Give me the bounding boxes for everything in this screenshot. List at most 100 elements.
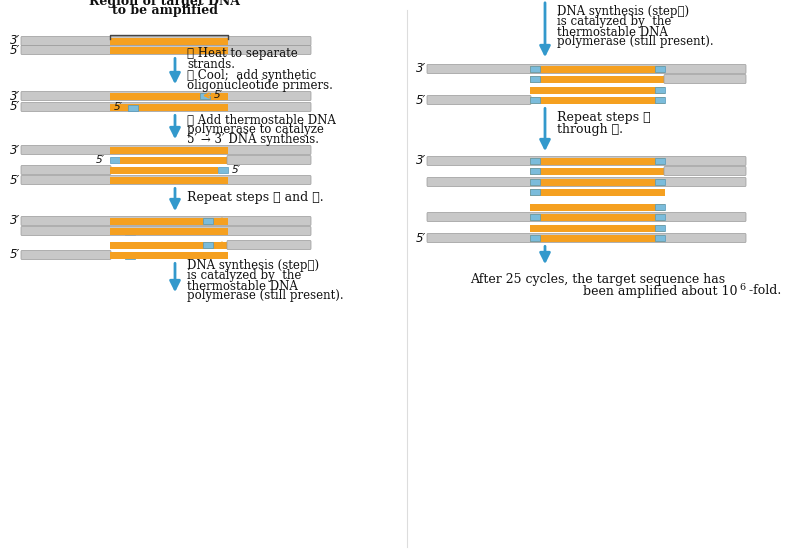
Bar — [218, 167, 228, 173]
FancyBboxPatch shape — [427, 213, 746, 222]
Text: 5′: 5′ — [10, 248, 20, 261]
Bar — [110, 104, 228, 110]
Bar — [530, 66, 540, 72]
Text: thermostable DNA: thermostable DNA — [557, 26, 668, 38]
Bar — [530, 214, 540, 220]
Text: 5′: 5′ — [10, 43, 20, 56]
Text: to be amplified: to be amplified — [112, 4, 218, 17]
Bar — [655, 179, 665, 185]
Bar — [655, 214, 665, 220]
Bar — [530, 86, 665, 94]
Text: 5′: 5′ — [416, 232, 426, 245]
Bar — [530, 76, 540, 82]
Bar — [655, 235, 665, 241]
FancyBboxPatch shape — [21, 217, 311, 226]
Bar — [655, 97, 665, 103]
Text: is catalyzed by  the: is catalyzed by the — [557, 16, 671, 28]
Text: polymerase (still present).: polymerase (still present). — [557, 36, 713, 48]
FancyBboxPatch shape — [227, 241, 311, 250]
Text: strands.: strands. — [187, 57, 235, 71]
Bar — [110, 227, 228, 234]
Text: After 25 cycles, the target sequence has: After 25 cycles, the target sequence has — [470, 272, 725, 286]
Bar — [530, 188, 665, 196]
Text: 3′: 3′ — [10, 144, 20, 157]
Bar — [120, 157, 228, 164]
Bar — [530, 235, 540, 241]
Text: through ③.: through ③. — [557, 123, 623, 135]
Text: is catalyzed by  the: is catalyzed by the — [187, 270, 301, 282]
Bar — [655, 158, 665, 164]
FancyBboxPatch shape — [427, 65, 746, 74]
Bar — [530, 168, 665, 174]
Bar — [530, 66, 665, 72]
Bar — [530, 158, 665, 164]
Bar — [110, 37, 228, 45]
Text: Region of target DNA: Region of target DNA — [89, 0, 241, 8]
Text: DNA synthesis (step③): DNA synthesis (step③) — [187, 260, 319, 272]
Text: 5′: 5′ — [10, 173, 20, 187]
Text: thermostable DNA: thermostable DNA — [187, 280, 298, 292]
Text: 5′: 5′ — [10, 100, 20, 114]
Text: 5′ → 3′ DNA synthesis.: 5′ → 3′ DNA synthesis. — [187, 134, 319, 146]
Text: 3′: 3′ — [10, 214, 20, 227]
Text: ③ Add thermostable DNA: ③ Add thermostable DNA — [187, 114, 336, 126]
Text: 5′: 5′ — [214, 90, 223, 100]
Bar — [530, 203, 665, 211]
Bar — [655, 87, 665, 93]
Bar — [110, 46, 228, 53]
Bar — [203, 242, 213, 247]
Bar — [110, 242, 228, 248]
Bar — [110, 157, 120, 163]
Text: Repeat steps ① and ②.: Repeat steps ① and ②. — [187, 190, 324, 203]
Bar — [110, 252, 228, 258]
Bar — [655, 204, 665, 210]
Bar — [110, 92, 228, 100]
Text: 3′: 3′ — [10, 35, 20, 47]
FancyBboxPatch shape — [21, 175, 311, 184]
Bar — [530, 76, 665, 82]
Text: Repeat steps ①: Repeat steps ① — [557, 110, 650, 124]
Text: 5′: 5′ — [96, 155, 105, 165]
Bar — [110, 146, 228, 154]
Bar — [530, 168, 540, 174]
Text: 5′: 5′ — [416, 94, 426, 106]
Bar — [530, 224, 665, 232]
Text: 5′: 5′ — [114, 102, 123, 113]
FancyBboxPatch shape — [21, 91, 311, 100]
Bar — [125, 228, 135, 234]
Bar — [530, 234, 665, 242]
Bar — [530, 189, 540, 195]
Text: -fold.: -fold. — [745, 285, 781, 297]
Bar — [655, 225, 665, 231]
FancyBboxPatch shape — [21, 251, 111, 260]
Text: ② Cool;  add synthetic: ② Cool; add synthetic — [187, 70, 316, 82]
FancyBboxPatch shape — [427, 233, 746, 242]
Text: 3′: 3′ — [10, 90, 20, 102]
Bar — [110, 177, 228, 183]
Bar — [530, 97, 540, 103]
FancyBboxPatch shape — [427, 95, 531, 105]
FancyBboxPatch shape — [21, 46, 311, 55]
FancyBboxPatch shape — [427, 157, 746, 165]
FancyBboxPatch shape — [21, 165, 111, 174]
Text: been amplified about 10: been amplified about 10 — [583, 285, 737, 297]
FancyBboxPatch shape — [21, 227, 311, 236]
Text: polymerase to catalyze: polymerase to catalyze — [187, 124, 324, 136]
Bar — [200, 92, 210, 99]
Text: 6: 6 — [739, 282, 745, 291]
FancyBboxPatch shape — [664, 167, 746, 175]
FancyBboxPatch shape — [427, 178, 746, 187]
Text: 3′: 3′ — [416, 154, 426, 168]
Bar — [530, 158, 540, 164]
Text: ① Heat to separate: ① Heat to separate — [187, 47, 298, 61]
Bar — [530, 178, 665, 185]
FancyBboxPatch shape — [21, 102, 311, 111]
Text: DNA synthesis (step③): DNA synthesis (step③) — [557, 6, 689, 18]
FancyBboxPatch shape — [227, 155, 311, 164]
Bar — [530, 96, 665, 104]
Bar — [530, 213, 665, 221]
FancyBboxPatch shape — [664, 75, 746, 84]
Bar — [125, 252, 135, 258]
FancyBboxPatch shape — [21, 37, 311, 46]
Text: 3′: 3′ — [416, 62, 426, 76]
